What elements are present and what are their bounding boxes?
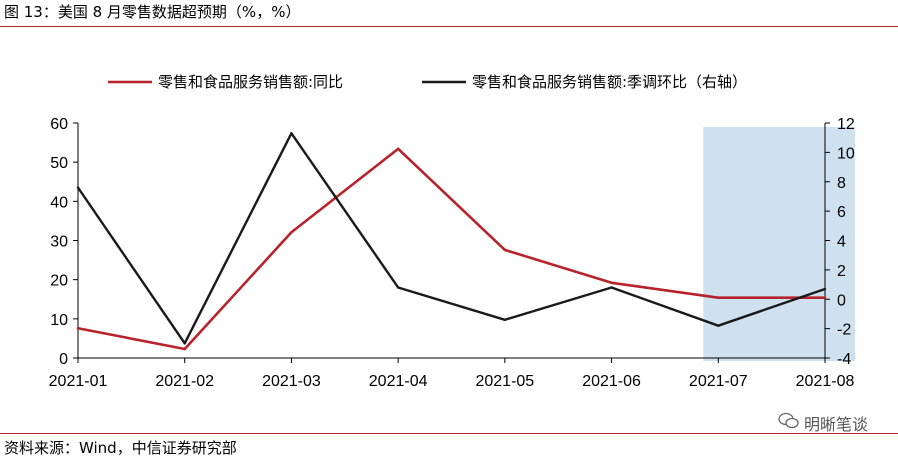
- left-tick-label: 0: [59, 351, 68, 368]
- series-yoy-line: [77, 147, 825, 351]
- figure-title: 图 13：美国 8 月零售数据超预期（%，%）: [4, 3, 301, 21]
- x-axis-ticks: 2021-01 2021-02 2021-03 2021-04 2021-05 2021-…: [49, 358, 855, 390]
- mom-point: [610, 286, 613, 289]
- mom-point: [396, 286, 400, 289]
- left-tick-label: 30: [50, 234, 68, 251]
- wechat-icon: [778, 412, 800, 434]
- yoy-point: [76, 326, 80, 330]
- left-tick-label: 50: [50, 155, 68, 172]
- watermark: 明晰笔谈: [778, 411, 868, 435]
- x-tick-label: 2021-04: [369, 373, 428, 390]
- right-tick-label: 12: [837, 116, 855, 133]
- mom-point: [823, 287, 827, 291]
- right-tick-label: -2: [837, 322, 851, 339]
- top-rule: [0, 26, 898, 27]
- x-tick-label: 2021-01: [49, 373, 108, 390]
- mom-point: [717, 324, 720, 327]
- left-tick-label: 20: [50, 273, 68, 290]
- yoy-point: [503, 248, 507, 252]
- legend: 零售和食品服务销售额:同比 零售和食品服务销售额:季调环比（右轴）: [108, 73, 747, 91]
- right-tick-label: 10: [837, 145, 855, 162]
- right-tick-label: -4: [837, 351, 851, 368]
- x-tick-label: 2021-05: [475, 373, 534, 390]
- yoy-point: [716, 296, 720, 299]
- series-mom-line: [77, 132, 826, 345]
- legend-label-yoy: 零售和食品服务销售额:同比: [158, 73, 343, 91]
- bottom-rule: [0, 433, 898, 434]
- yoy-point: [396, 147, 400, 151]
- mom-point: [503, 318, 507, 322]
- x-tick-label: 2021-08: [796, 373, 855, 390]
- mom-point: [76, 186, 80, 189]
- right-tick-label: 6: [837, 204, 846, 221]
- yoy-point: [823, 296, 827, 299]
- yoy-point: [290, 230, 293, 234]
- x-tick-label: 2021-02: [155, 373, 214, 390]
- right-tick-label: 2: [837, 263, 846, 280]
- yoy-point: [610, 281, 613, 285]
- left-axis-ticks: 0 10 20 30 40 50 60: [50, 116, 78, 368]
- left-tick-label: 40: [50, 194, 68, 211]
- mom-point: [183, 342, 186, 345]
- yoy-point: [183, 347, 187, 351]
- source-note: 资料来源：Wind，中信证券研究部: [4, 439, 237, 457]
- right-tick-label: 8: [837, 175, 846, 192]
- right-axis-ticks: -4 -2 0 2 4 6 8 10 12: [825, 116, 855, 368]
- right-tick-label: 0: [837, 292, 846, 309]
- highlight-band: [703, 127, 855, 361]
- legend-label-mom: 零售和食品服务销售额:季调环比（右轴）: [472, 73, 747, 91]
- right-tick-label: 4: [837, 234, 846, 251]
- left-tick-label: 60: [50, 116, 68, 133]
- watermark-text: 明晰笔谈: [803, 415, 868, 434]
- mom-point: [290, 132, 293, 135]
- left-tick-label: 10: [50, 312, 68, 329]
- x-tick-label: 2021-06: [582, 373, 641, 390]
- series-points: [76, 132, 827, 351]
- x-tick-label: 2021-03: [262, 373, 321, 390]
- x-tick-label: 2021-07: [689, 373, 748, 390]
